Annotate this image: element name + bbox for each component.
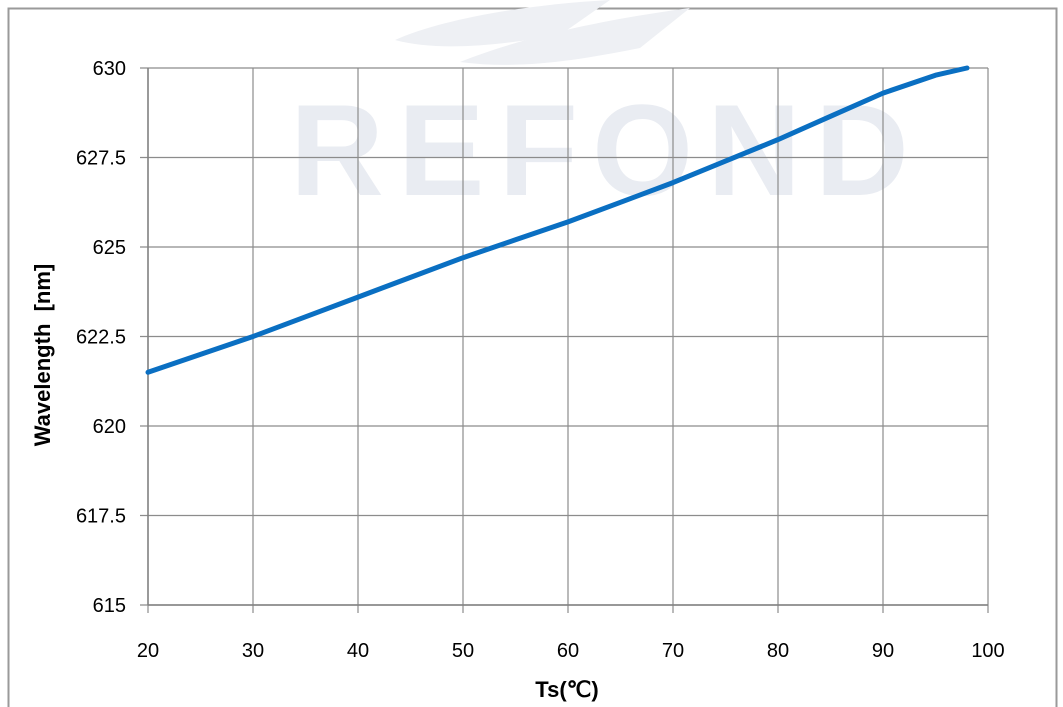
x-tick-label: 90 (872, 640, 894, 662)
x-tick-label: 100 (971, 640, 1004, 662)
x-tick-label: 60 (557, 640, 579, 662)
y-tick-label: 615 (93, 595, 126, 617)
x-tick-labels: 20 30 40 50 60 70 80 90 100 (137, 640, 1005, 662)
y-tick-label: 625 (93, 237, 126, 259)
y-axis-title: Wavelength [nm] (30, 264, 55, 447)
axes (147, 68, 988, 606)
y-tick-label: 630 (93, 58, 126, 80)
y-tick-label: 620 (93, 416, 126, 438)
x-tick-label: 80 (767, 640, 789, 662)
x-axis-title: Ts(℃) (535, 677, 598, 702)
watermark-logo: REFOND (290, 0, 923, 223)
x-tick-label: 40 (347, 640, 369, 662)
x-tick-label: 50 (452, 640, 474, 662)
x-tick-label: 70 (662, 640, 684, 662)
x-tick-label: 30 (242, 640, 264, 662)
y-tick-labels: 615 617.5 620 622.5 625 627.5 630 (76, 58, 126, 617)
series-layer (145, 65, 970, 375)
watermark-swoosh-2 (460, 8, 690, 65)
y-tick-label: 622.5 (76, 327, 126, 349)
y-tick-label: 617.5 (76, 506, 126, 528)
series-line (145, 65, 970, 375)
y-tick-label: 627.5 (76, 148, 126, 170)
x-tick-label: 20 (137, 640, 159, 662)
watermark-text: REFOND (290, 77, 923, 223)
